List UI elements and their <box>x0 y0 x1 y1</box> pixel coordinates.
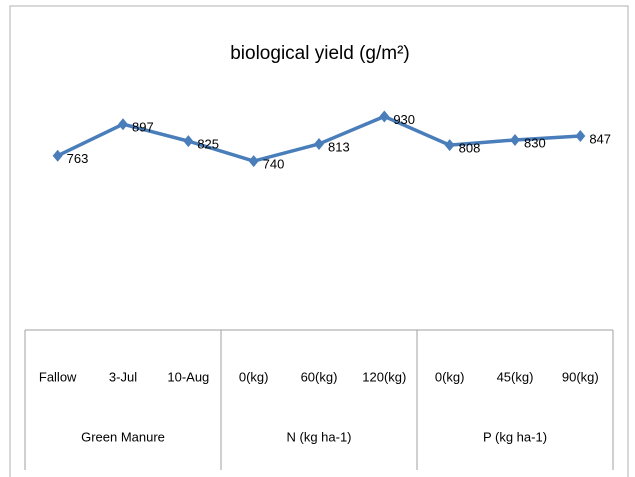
marker <box>444 139 455 152</box>
marker <box>379 110 390 123</box>
data-label: 740 <box>263 157 285 172</box>
chart-title: biological yield (g/m²) <box>230 43 410 64</box>
data-label: 830 <box>524 135 546 150</box>
group-label: Green Manure <box>81 429 165 444</box>
x-tick-label: 90(kg) <box>562 369 599 384</box>
marker <box>52 149 63 162</box>
x-tick-label: 3-Jul <box>109 369 137 384</box>
marker <box>183 135 194 148</box>
marker <box>575 129 586 142</box>
data-label: 813 <box>328 139 350 154</box>
group-label: P (kg ha-1) <box>483 429 547 444</box>
data-label: 847 <box>589 131 611 146</box>
x-tick-label: 0(kg) <box>239 369 269 384</box>
group-label: N (kg ha-1) <box>286 429 351 444</box>
marker <box>118 118 128 131</box>
data-label: 897 <box>132 120 154 135</box>
chart-frame <box>9 5 629 477</box>
data-label: 930 <box>393 112 415 127</box>
marker <box>248 155 259 168</box>
x-tick-label: 60(kg) <box>301 369 338 384</box>
data-label: 808 <box>459 141 481 156</box>
x-tick-label: 45(kg) <box>497 369 534 384</box>
x-tick-label: Fallow <box>39 369 77 384</box>
data-label: 825 <box>197 137 219 152</box>
data-label: 763 <box>67 151 89 166</box>
marker <box>314 137 324 150</box>
x-tick-label: 10-Aug <box>167 369 209 384</box>
marker <box>510 133 520 146</box>
x-tick-label: 0(kg) <box>435 369 465 384</box>
x-tick-label: 120(kg) <box>362 369 406 384</box>
